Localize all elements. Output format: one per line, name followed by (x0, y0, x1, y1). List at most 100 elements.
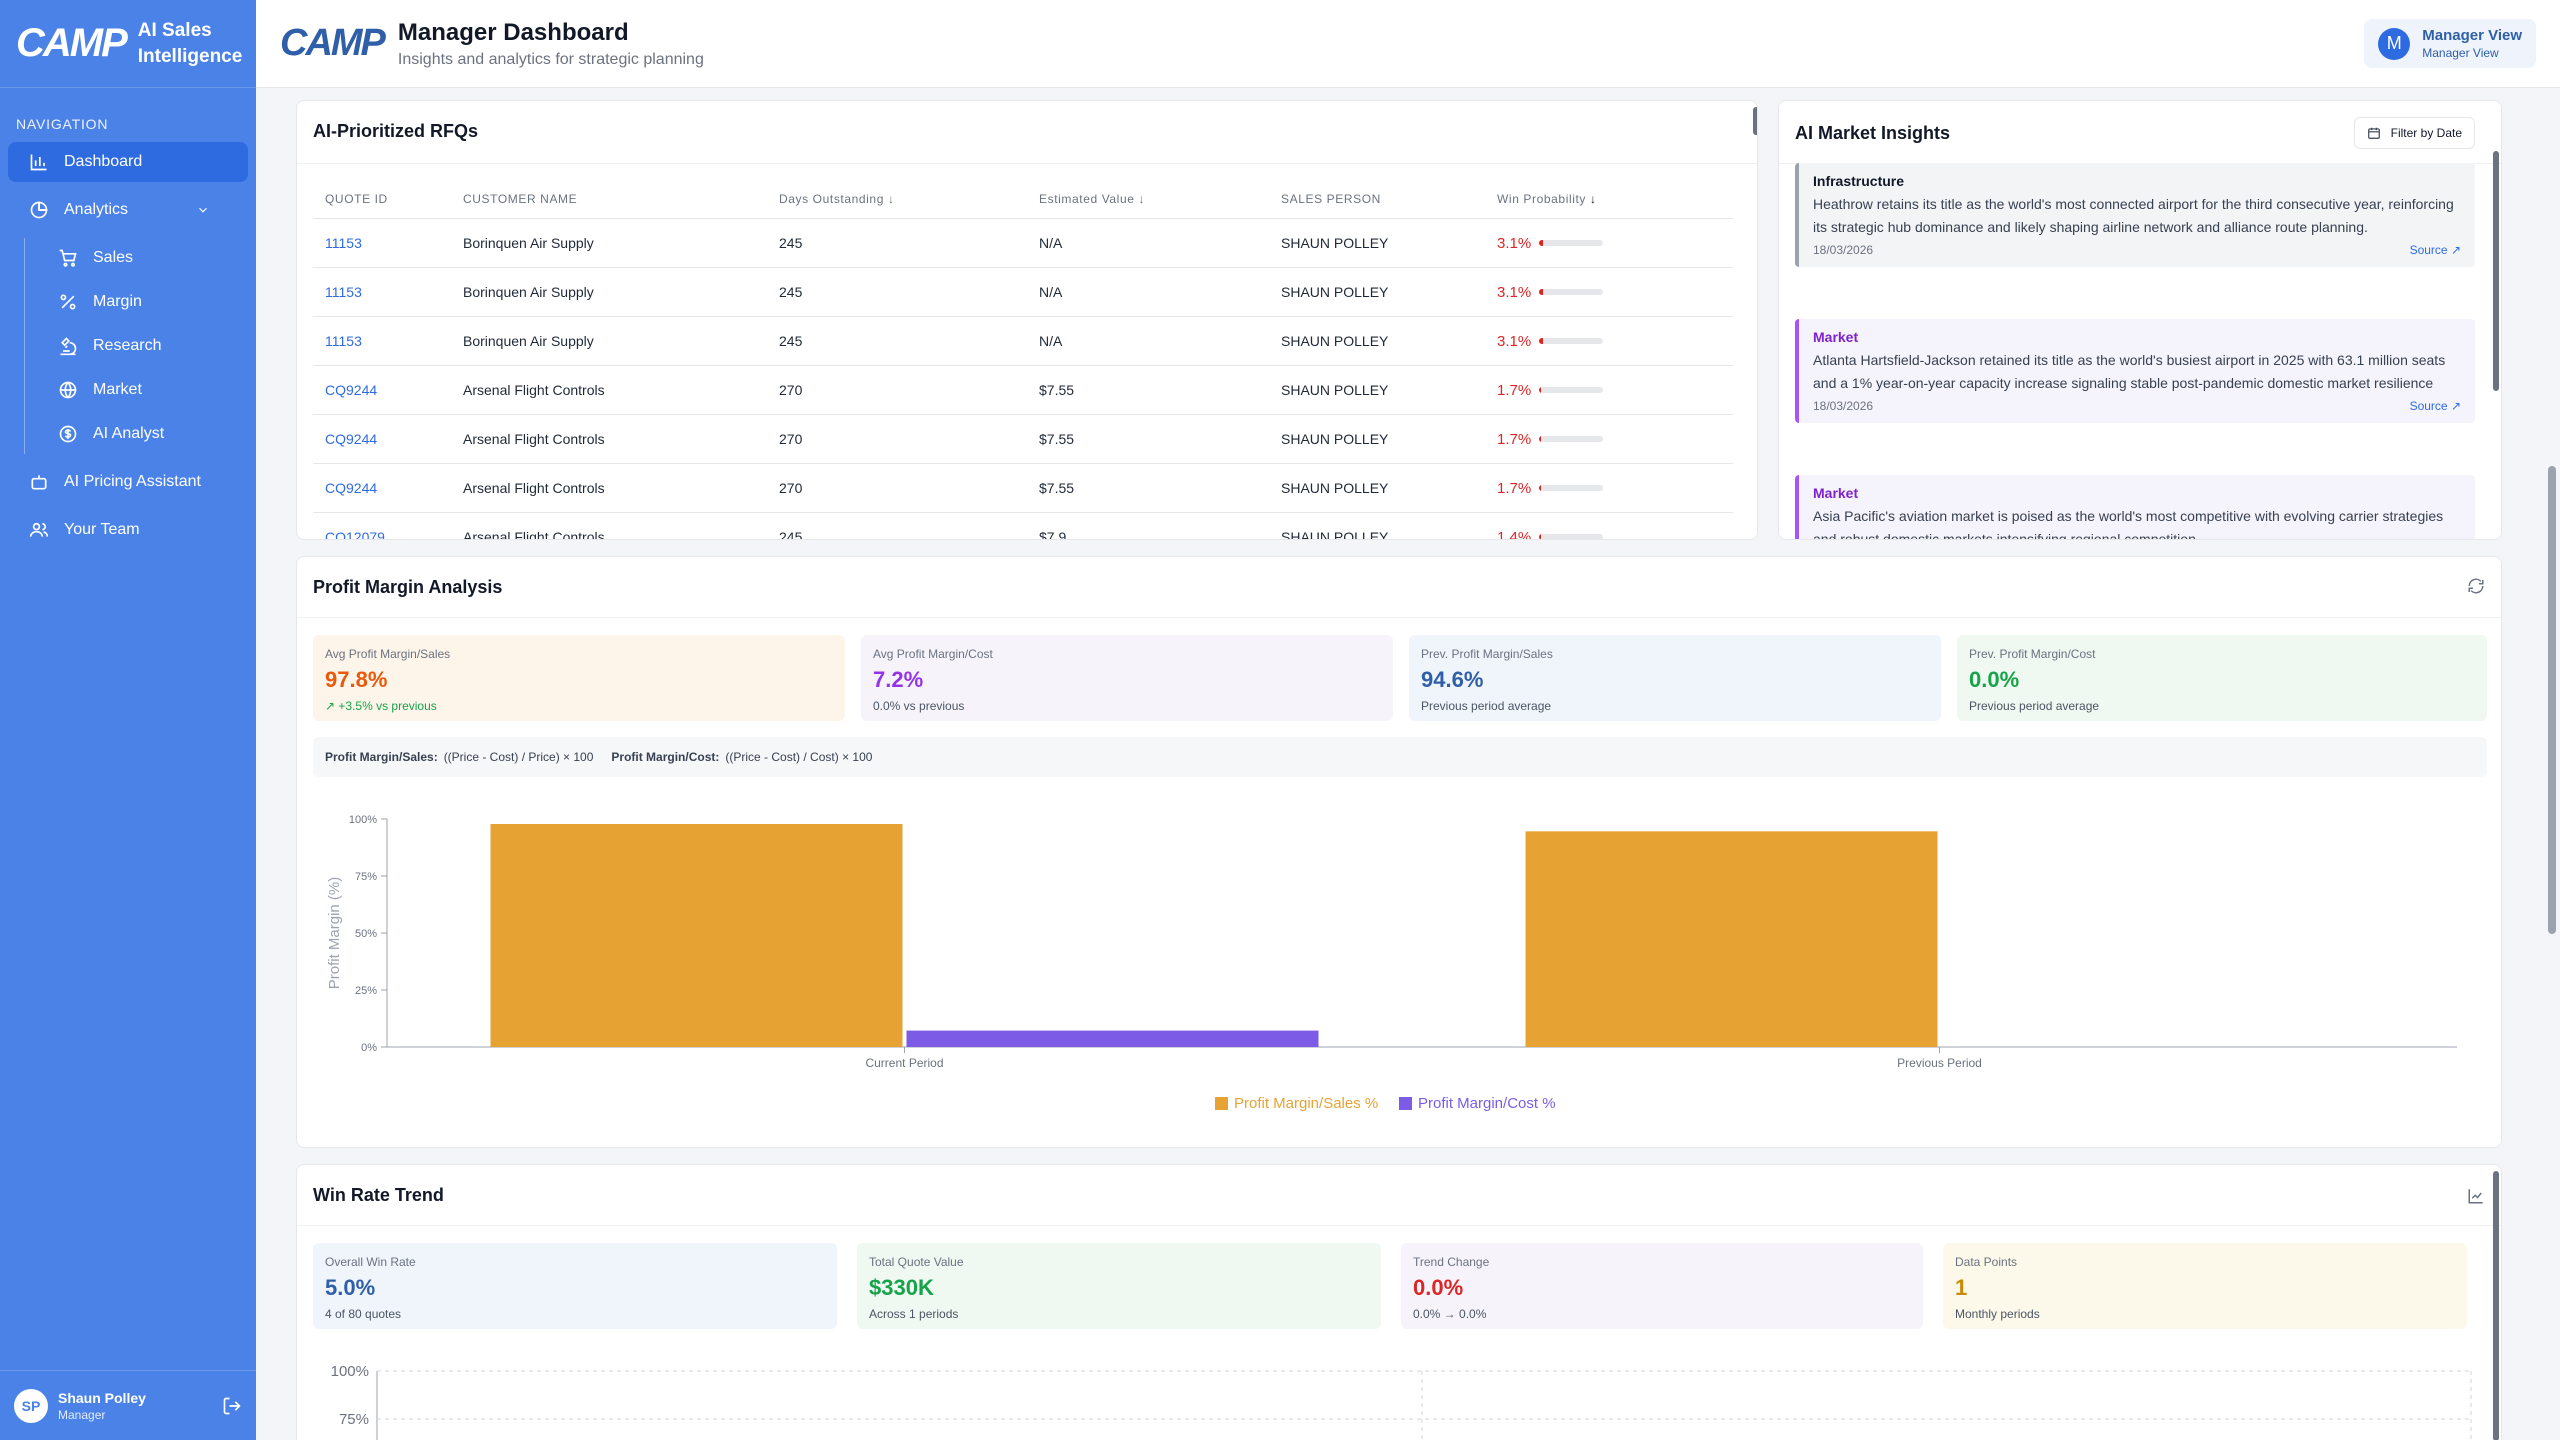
quote-id-link[interactable]: CQ9244 (325, 382, 378, 398)
manager-view-button[interactable]: M Manager View Manager View (2364, 19, 2536, 68)
stat-sub: Monthly periods (1955, 1307, 2040, 1321)
quote-id-link[interactable]: CQ9244 (325, 480, 378, 496)
sidebar-item-label: Research (93, 337, 162, 354)
quote-id-link[interactable]: 11153 (325, 284, 362, 300)
stat-trend-change: Trend Change 0.0% 0.0% → 0.0% (1401, 1243, 1923, 1329)
source-link[interactable]: Source ↗ (2410, 243, 2461, 257)
sidebar-item-market[interactable]: Market (37, 370, 248, 410)
sidebar-item-sales[interactable]: Sales (37, 238, 248, 278)
external-link-icon: ↗ (2450, 399, 2461, 413)
insight-category: Market (1813, 485, 1859, 501)
stat-sub: 4 of 80 quotes (325, 1307, 402, 1321)
x-tick-label: Previous Period (1897, 1056, 1982, 1070)
estimated-value: $7.55 (1039, 382, 1075, 398)
probability-bar (1539, 387, 1604, 393)
win-probability-value: 3.1% (1497, 234, 1532, 252)
view-label: Manager View (2422, 27, 2522, 44)
customer-name: Arsenal Flight Controls (463, 480, 605, 496)
header-logo: CAMP (280, 22, 386, 64)
table-row[interactable]: 11153 Borinquen Air Supply 245 N/A SHAUN POL… (313, 268, 1733, 317)
sidebar-item-label: Market (93, 381, 142, 398)
col-sales-person[interactable]: SALES PERSON (1281, 191, 1381, 206)
probability-bar (1539, 534, 1604, 539)
sidebar-item-margin[interactable]: Margin (37, 282, 248, 322)
brand-line-2: Intelligence (137, 45, 243, 67)
col-customer-name[interactable]: CUSTOMER NAME (463, 191, 578, 206)
win-probability: 3.1% (1497, 333, 1733, 350)
sidebar-item-research[interactable]: Research (37, 326, 248, 366)
percent-icon (57, 291, 79, 313)
probability-bar-fill (1539, 534, 1542, 539)
table-row[interactable]: CQ9244 Arsenal Flight Controls 270 $7.55 SHA… (313, 415, 1733, 464)
stat-value: 0.0% (1969, 667, 2020, 692)
insight-text: Atlanta Hartsfield-Jackson retained its … (1813, 352, 2446, 391)
stat-label: Data Points (1955, 1255, 2018, 1269)
page-scrollbar[interactable] (2548, 466, 2556, 934)
stat-value: 7.2% (873, 667, 924, 692)
sidebar-item-label: Sales (93, 249, 134, 266)
quote-id-link[interactable]: 11153 (325, 235, 362, 251)
col-quote-id[interactable]: QUOTE ID (325, 191, 388, 206)
divider (297, 617, 2501, 618)
stat-label: Trend Change (1413, 1255, 1490, 1269)
calendar-icon (2367, 127, 2380, 139)
customer-name: Borinquen Air Supply (463, 333, 594, 349)
y-tick-label: 50% (355, 928, 377, 940)
table-row[interactable]: 11153 Borinquen Air Supply 245 N/A SHAUN POL… (313, 219, 1733, 268)
stat-label: Overall Win Rate (325, 1255, 416, 1269)
sidebar-item-label: Your Team (64, 521, 140, 538)
stat-sub: Across 1 periods (869, 1307, 959, 1321)
y-tick-label: 75% (339, 1411, 369, 1428)
col-estimated-value[interactable]: Estimated Value ↓ (1039, 192, 1281, 206)
profit-margin-card: Profit Margin Analysis Avg Profit Margin… (296, 556, 2502, 1148)
sidebar-item-your-team[interactable]: Your Team (8, 510, 248, 550)
col-days-outstanding[interactable]: Days Outstanding ↓ (779, 192, 1039, 206)
insight-item[interactable]: Market Atlanta Hartsfield-Jackson retain… (1795, 319, 2475, 423)
probability-bar-fill (1539, 289, 1543, 295)
logout-icon[interactable] (222, 1396, 242, 1416)
col-win-probability[interactable]: Win Probability ↓ (1497, 192, 1733, 206)
insight-category: Infrastructure (1813, 173, 1905, 189)
quote-id-link[interactable]: 11153 (325, 333, 362, 349)
stat-value: 5.0% (325, 1275, 376, 1300)
chevron-down-icon[interactable] (192, 199, 214, 221)
formula-sales: ((Price - Cost) / Price) × 100 (443, 750, 594, 764)
table-row[interactable]: CQ9244 Arsenal Flight Controls 270 $7.55 SHA… (313, 366, 1733, 415)
estimated-value: N/A (1039, 235, 1063, 251)
table-row[interactable]: CQ9244 Arsenal Flight Controls 270 $7.55 SHA… (313, 464, 1733, 513)
stat-value: 94.6% (1421, 667, 1484, 692)
stat-label: Prev. Profit Margin/Cost (1969, 647, 2096, 661)
col-label: Days Outstanding (779, 191, 884, 206)
sales-person: SHAUN POLLEY (1281, 235, 1389, 251)
filter-by-date-button[interactable]: Filter by Date (2353, 117, 2475, 149)
sort-arrow-icon: ↓ (1138, 191, 1146, 206)
estimated-value: $7.55 (1039, 480, 1075, 496)
quote-id-link[interactable]: CQ9244 (325, 431, 378, 447)
table-row[interactable]: 11153 Borinquen Air Supply 245 N/A SHAUN POL… (313, 317, 1733, 366)
sidebar-item-ai-analyst[interactable]: AI Analyst (37, 414, 248, 454)
insight-item[interactable]: Market Asia Pacific's aviation market is… (1795, 475, 2475, 539)
scrollbar[interactable] (2493, 151, 2499, 391)
refresh-icon[interactable] (2467, 577, 2485, 595)
scrollbar[interactable] (1753, 107, 1757, 135)
sidebar-item-ai-pricing[interactable]: AI Pricing Assistant (8, 462, 248, 502)
sales-person: SHAUN POLLEY (1281, 333, 1389, 349)
stat-overall-win-rate: Overall Win Rate 5.0% 4 of 80 quotes (313, 1243, 837, 1329)
scrollbar[interactable] (2493, 1171, 2499, 1440)
quote-id-link[interactable]: CQ12079 (325, 529, 385, 540)
win-probability-value: 1.7% (1497, 381, 1532, 399)
source-link[interactable]: Source ↗ (2410, 399, 2461, 413)
sidebar-item-label: Dashboard (64, 153, 143, 170)
days-outstanding: 245 (779, 529, 803, 540)
sidebar-item-analytics[interactable]: Analytics (8, 190, 248, 230)
y-tick-label: 100% (349, 814, 377, 826)
insight-category: Market (1813, 329, 1859, 345)
line-chart-icon[interactable] (2467, 1187, 2485, 1210)
bar-margin-cost (906, 1030, 1319, 1047)
insight-item[interactable]: Infrastructure Heathrow retains its titl… (1795, 163, 2475, 267)
sales-person: SHAUN POLLEY (1281, 529, 1389, 540)
brand[interactable]: CAMP AI Sales Intelligence (0, 0, 256, 88)
user-name: Shaun Polley (58, 1389, 146, 1406)
sidebar-item-dashboard[interactable]: Dashboard (8, 142, 248, 182)
table-row[interactable]: CQ12079 Arsenal Flight Controls 245 $7.9 SHA… (313, 513, 1733, 540)
